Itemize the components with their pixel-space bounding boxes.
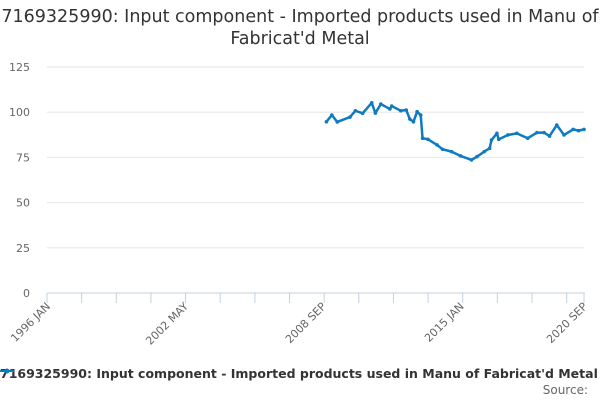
data-point xyxy=(435,143,439,147)
legend-label: 7169325990: Input component - Imported p… xyxy=(0,366,598,381)
y-tick-label: 75 xyxy=(16,151,30,164)
data-point xyxy=(369,100,374,105)
data-point xyxy=(335,120,340,124)
data-point xyxy=(420,136,425,141)
x-tick-label: 2015 JAN xyxy=(422,300,467,345)
data-point xyxy=(408,117,412,121)
data-point xyxy=(440,147,445,152)
data-point xyxy=(415,109,419,114)
data-point xyxy=(469,158,474,162)
data-point xyxy=(496,137,501,142)
y-tick-label: 100 xyxy=(9,106,30,119)
legend-marker-icon xyxy=(0,368,14,374)
y-tick-label: 50 xyxy=(16,197,30,210)
data-point xyxy=(506,133,510,137)
x-tick-label: 2020 SEP xyxy=(544,300,590,346)
data-point xyxy=(535,130,539,135)
data-point xyxy=(449,149,454,154)
data-point xyxy=(458,154,463,158)
chart-title: 7169325990: Input component - Imported p… xyxy=(1,7,599,49)
data-point xyxy=(330,113,334,117)
y-tick-label: 125 xyxy=(9,61,30,74)
x-tick-label: 1996 JAN xyxy=(8,300,53,345)
data-point xyxy=(324,119,329,124)
data-point xyxy=(554,123,559,127)
data-point xyxy=(562,133,566,137)
data-point xyxy=(542,130,546,135)
data-point xyxy=(418,113,423,117)
data-point xyxy=(379,102,383,106)
data-point xyxy=(515,131,519,136)
data-point xyxy=(482,149,487,154)
data-point xyxy=(353,108,358,113)
data-point xyxy=(495,131,499,136)
data-point xyxy=(404,108,409,112)
data-point xyxy=(348,115,352,119)
x-tick-label: 2008 SEP xyxy=(283,300,329,346)
data-point xyxy=(475,154,479,159)
data-point xyxy=(547,134,552,138)
y-tick-label: 25 xyxy=(16,242,30,255)
data-point xyxy=(411,119,416,124)
data-point xyxy=(582,127,586,132)
data-point xyxy=(576,128,581,133)
data-point xyxy=(389,104,394,108)
data-point xyxy=(388,107,392,111)
source-label: Source: xyxy=(542,383,588,397)
data-point xyxy=(487,146,492,151)
data-point xyxy=(398,108,403,113)
y-tick-label: 0 xyxy=(23,287,30,300)
data-point xyxy=(426,137,430,142)
x-tick-label: 2002 MAY xyxy=(143,300,191,348)
data-point xyxy=(525,136,530,141)
data-point xyxy=(489,138,494,142)
data-point xyxy=(360,111,365,116)
data-point xyxy=(373,111,378,115)
legend-item[interactable]: 7169325990: Input component - Imported p… xyxy=(0,366,598,381)
data-point xyxy=(571,127,575,132)
